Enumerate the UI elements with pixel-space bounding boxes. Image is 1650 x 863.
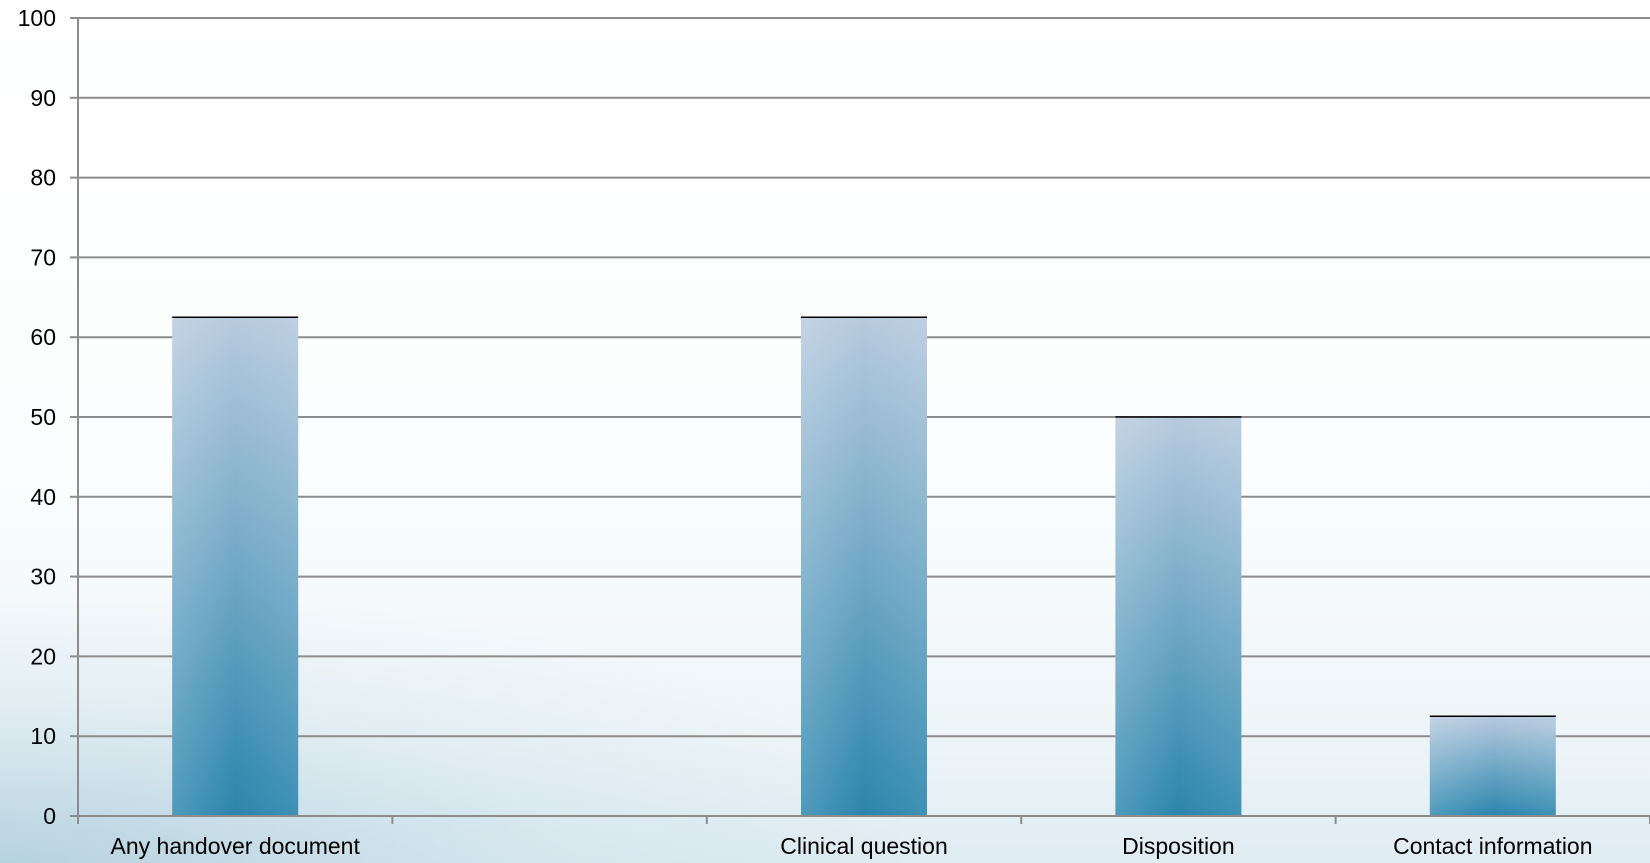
x-axis-category-label: Any handover document [111, 833, 361, 859]
x-axis-category-label: Contact information [1393, 833, 1592, 859]
y-axis-tick-label: 80 [30, 165, 56, 191]
y-axis-tick-label: 40 [30, 484, 56, 510]
y-axis-tick-label: 100 [18, 5, 56, 31]
y-axis-tick-label: 50 [30, 404, 56, 430]
bar-sheen [172, 317, 299, 816]
y-axis-tick-label: 60 [30, 324, 56, 350]
x-axis-category-label: Clinical question [780, 833, 947, 859]
y-axis-tick-label: 0 [43, 803, 56, 829]
y-axis-tick-label: 70 [30, 244, 56, 270]
y-axis-tick-label: 10 [30, 723, 56, 749]
bar-sheen [1429, 716, 1556, 816]
y-axis-tick-label: 90 [30, 85, 56, 111]
bar-sheen [801, 317, 927, 816]
y-axis-tick-label: 30 [30, 564, 56, 590]
x-axis-category-labels: Any handover document Clinical question Di… [111, 833, 1593, 859]
bar-sheen [1115, 417, 1242, 816]
x-axis-category-label: Disposition [1122, 833, 1235, 859]
y-axis-tick-label: 20 [30, 643, 56, 669]
axes [70, 18, 1650, 824]
y-axis-tick-labels: 0 10 20 30 40 50 60 70 80 90 100 [18, 5, 56, 829]
bars [172, 316, 1556, 816]
